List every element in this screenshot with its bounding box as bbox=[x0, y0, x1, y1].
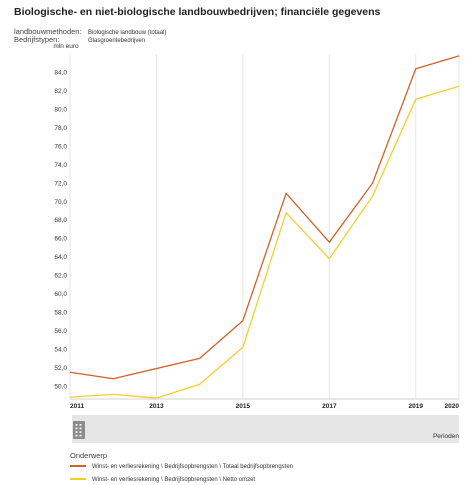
grip-dot bbox=[75, 431, 78, 433]
filter-key: landbouwmethoden: bbox=[14, 27, 82, 36]
legend-swatch-series-2 bbox=[70, 478, 86, 481]
y-tick-label: 74,0 bbox=[54, 162, 67, 169]
series-line-1 bbox=[69, 55, 460, 380]
x-tick-label: 2015 bbox=[236, 403, 251, 410]
legend-title: Onderwerp bbox=[70, 451, 108, 460]
page-title: Biologische- en niet-biologische landbou… bbox=[14, 6, 381, 18]
legend-item-series-1[interactable]: Winst- en verliesrekening \ Bedrijfsopbr… bbox=[70, 464, 293, 470]
x-tick-label: 2017 bbox=[322, 403, 337, 410]
y-tick-label: 68,0 bbox=[54, 217, 67, 224]
y-tick-label: 76,0 bbox=[54, 143, 67, 150]
y-tick-label: 72,0 bbox=[54, 180, 67, 187]
grip-dot bbox=[75, 427, 78, 430]
grip-dot bbox=[75, 434, 78, 437]
y-tick-label: 64,0 bbox=[54, 254, 67, 261]
filter-bedrijfstypen: Bedrijfstypen: Glasgroentebedrijven bbox=[14, 35, 145, 44]
grip-dot bbox=[75, 424, 78, 426]
y-tick-label: 66,0 bbox=[54, 236, 67, 243]
y-tick-label: 82,0 bbox=[54, 88, 67, 95]
period-slider-track bbox=[72, 415, 459, 443]
grip-dot bbox=[79, 431, 82, 433]
x-tick-label: 2019 bbox=[409, 403, 424, 410]
y-tick-label: 84,0 bbox=[54, 70, 67, 77]
legend-item-series-2[interactable]: Winst- en verliesrekening \ Bedrijfsopbr… bbox=[70, 477, 255, 483]
y-tick-label: 70,0 bbox=[54, 199, 67, 206]
grip-handle-icon[interactable] bbox=[73, 421, 85, 439]
y-tick-label: 58,0 bbox=[54, 309, 67, 316]
slider-label: Perioden bbox=[433, 433, 459, 440]
filter-landbouwmethoden: landbouwmethoden: Biologische landbouw (t… bbox=[14, 27, 166, 36]
x-tick-label: 2013 bbox=[149, 403, 164, 410]
grip-dot bbox=[79, 424, 82, 426]
x-tick-label: 2020 bbox=[445, 403, 460, 410]
x-tick-label: 2011 bbox=[70, 403, 84, 410]
y-tick-label: 78,0 bbox=[54, 125, 67, 132]
legend-label-series-1: Winst- en verliesrekening \ Bedrijfsopbr… bbox=[92, 464, 293, 470]
y-tick-label: 62,0 bbox=[54, 273, 67, 280]
filter-value: Biologische landbouw (totaal) bbox=[88, 30, 167, 36]
legend-label-series-2: Winst- en verliesrekening \ Bedrijfsopbr… bbox=[92, 477, 256, 483]
series-line-2 bbox=[69, 85, 460, 399]
filter-value: Glasgroentebedrijven bbox=[88, 38, 146, 44]
y-tick-label: 52,0 bbox=[54, 365, 67, 372]
y-tick-label: 56,0 bbox=[54, 328, 67, 335]
y-axis-unit-label: mln euro bbox=[53, 43, 79, 50]
grip-dot bbox=[79, 427, 82, 430]
slider-handle-body bbox=[73, 421, 85, 439]
grip-dot bbox=[79, 434, 82, 437]
filter-key: Bedrijfstypen: bbox=[14, 35, 60, 44]
legend-swatch-series-1 bbox=[70, 465, 86, 468]
y-tick-label: 60,0 bbox=[54, 291, 67, 298]
y-tick-label: 54,0 bbox=[54, 346, 67, 353]
y-tick-label: 80,0 bbox=[54, 107, 67, 114]
y-tick-label: 50,0 bbox=[54, 383, 67, 390]
